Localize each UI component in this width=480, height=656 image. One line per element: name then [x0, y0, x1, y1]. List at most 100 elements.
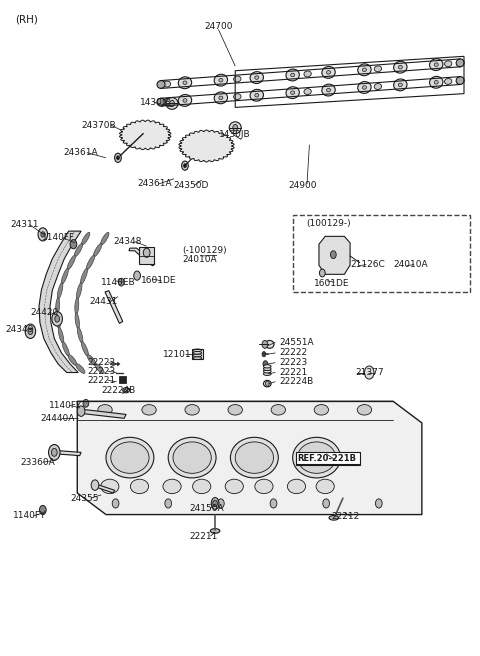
Circle shape — [200, 148, 204, 154]
Circle shape — [375, 499, 382, 508]
Circle shape — [217, 499, 224, 508]
Circle shape — [41, 232, 45, 237]
Ellipse shape — [293, 438, 340, 478]
Circle shape — [144, 248, 150, 257]
Ellipse shape — [398, 66, 402, 69]
Circle shape — [330, 251, 336, 258]
Ellipse shape — [394, 79, 407, 91]
Circle shape — [165, 499, 171, 508]
Polygon shape — [129, 248, 155, 266]
Circle shape — [153, 133, 156, 138]
Ellipse shape — [56, 313, 60, 329]
Circle shape — [139, 137, 143, 142]
Ellipse shape — [234, 94, 241, 100]
Ellipse shape — [265, 340, 274, 348]
Ellipse shape — [86, 255, 95, 270]
Bar — [140, 247, 154, 264]
Circle shape — [210, 138, 214, 144]
Ellipse shape — [286, 69, 300, 81]
Ellipse shape — [142, 405, 156, 415]
Circle shape — [270, 499, 277, 508]
Ellipse shape — [358, 64, 371, 75]
Ellipse shape — [358, 81, 371, 93]
Ellipse shape — [62, 342, 69, 356]
Ellipse shape — [101, 480, 119, 493]
Circle shape — [38, 228, 48, 241]
Circle shape — [77, 406, 85, 417]
Ellipse shape — [316, 480, 334, 493]
Circle shape — [134, 133, 138, 138]
Circle shape — [139, 128, 143, 133]
Text: 22224B: 22224B — [279, 377, 313, 386]
Ellipse shape — [80, 268, 87, 284]
Polygon shape — [53, 451, 81, 456]
Ellipse shape — [255, 76, 259, 79]
Circle shape — [210, 148, 214, 154]
Circle shape — [70, 239, 77, 249]
Ellipse shape — [166, 98, 178, 110]
Polygon shape — [120, 120, 171, 150]
Ellipse shape — [271, 405, 286, 415]
Circle shape — [265, 381, 269, 386]
Ellipse shape — [229, 122, 241, 134]
Circle shape — [263, 361, 268, 367]
Ellipse shape — [178, 77, 192, 89]
Text: 1601DE: 1601DE — [314, 279, 350, 288]
Ellipse shape — [434, 63, 438, 66]
Ellipse shape — [288, 480, 306, 493]
Ellipse shape — [82, 342, 88, 356]
Ellipse shape — [430, 76, 443, 88]
Ellipse shape — [219, 79, 223, 82]
Ellipse shape — [322, 84, 335, 96]
Text: 24361A: 24361A — [63, 148, 97, 157]
Ellipse shape — [290, 91, 295, 94]
Circle shape — [262, 340, 268, 348]
Ellipse shape — [444, 79, 452, 85]
Ellipse shape — [200, 142, 213, 150]
Text: 23360A: 23360A — [21, 458, 56, 466]
Circle shape — [83, 400, 89, 407]
Ellipse shape — [56, 298, 60, 314]
Text: 24150A: 24150A — [190, 504, 224, 512]
Ellipse shape — [357, 405, 372, 415]
Ellipse shape — [211, 497, 219, 509]
Ellipse shape — [61, 268, 69, 284]
Ellipse shape — [394, 61, 407, 73]
Ellipse shape — [264, 372, 271, 375]
Ellipse shape — [74, 243, 83, 256]
Ellipse shape — [290, 73, 295, 77]
Text: 24311: 24311 — [10, 220, 39, 229]
Text: 12101: 12101 — [163, 350, 192, 359]
Ellipse shape — [234, 76, 241, 82]
Circle shape — [148, 137, 152, 142]
Ellipse shape — [94, 243, 102, 256]
Text: 24349: 24349 — [5, 325, 34, 334]
Ellipse shape — [314, 405, 328, 415]
Ellipse shape — [157, 98, 165, 106]
Circle shape — [183, 164, 186, 168]
Circle shape — [51, 449, 57, 457]
Text: (-100129): (-100129) — [182, 246, 227, 255]
Ellipse shape — [329, 516, 338, 520]
Bar — [120, 377, 126, 383]
Text: 22222: 22222 — [88, 358, 116, 367]
Circle shape — [233, 125, 238, 131]
Polygon shape — [39, 231, 81, 373]
Circle shape — [200, 138, 204, 144]
Polygon shape — [77, 401, 422, 514]
Polygon shape — [94, 483, 115, 493]
Ellipse shape — [163, 99, 171, 105]
Circle shape — [55, 316, 60, 322]
Ellipse shape — [225, 480, 243, 493]
Text: 24350D: 24350D — [173, 181, 208, 190]
Ellipse shape — [183, 98, 187, 102]
Text: (RH): (RH) — [15, 14, 38, 24]
Ellipse shape — [250, 72, 264, 83]
Ellipse shape — [67, 255, 75, 270]
Circle shape — [213, 500, 217, 506]
Circle shape — [39, 505, 46, 514]
Ellipse shape — [178, 94, 192, 106]
Ellipse shape — [163, 480, 181, 493]
Ellipse shape — [106, 438, 154, 478]
Text: 22223: 22223 — [279, 358, 308, 367]
